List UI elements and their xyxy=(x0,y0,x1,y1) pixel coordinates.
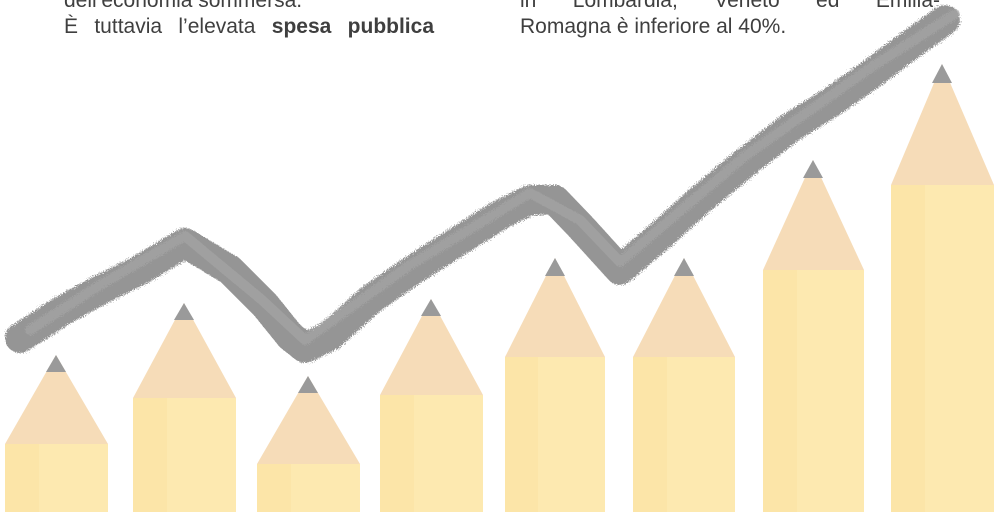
pencils xyxy=(5,64,994,512)
text-line: È tuttavia l’elevata spesa pubblica xyxy=(64,14,434,40)
pencil-icon xyxy=(380,299,483,512)
text-line: dell’economia sommersa. xyxy=(64,0,303,12)
text-column-right: in Lombardia, Veneto ed Emilia- Romagna … xyxy=(520,0,940,40)
pencil-icon xyxy=(633,258,735,512)
text-line: in Lombardia, Veneto ed Emilia- xyxy=(520,0,940,12)
bold-term: spesa pubblica xyxy=(271,15,435,38)
text-line: Romagna è inferiore al 40%. xyxy=(520,15,787,38)
pencil-icon xyxy=(133,303,236,512)
text-column-left: dell’economia sommersa. È tuttavia l’ele… xyxy=(64,0,434,40)
pencil-icon xyxy=(891,64,994,512)
pencil-icon xyxy=(5,355,108,512)
pencil-icon xyxy=(505,258,605,512)
text-fragment: È tuttavia l’elevata xyxy=(64,15,272,38)
trend-line xyxy=(5,5,960,363)
pencil-icon xyxy=(763,160,864,512)
pencil-icon xyxy=(257,376,360,512)
